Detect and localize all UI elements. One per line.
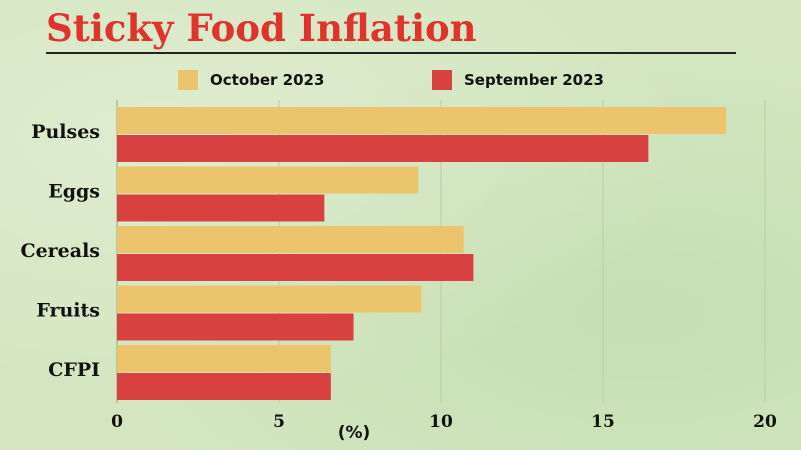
category-label-cereals: Cereals [20,240,100,262]
bar-eggs-september [117,194,325,222]
bar-cereals-october [117,226,464,253]
bar-pulses-september [117,135,649,162]
legend-item-september: September 2023 [432,70,604,90]
category-label-cfpi: CFPI [48,359,100,381]
x-tick-label-10: 10 [429,412,453,432]
legend-item-october: October 2023 [178,70,324,90]
legend-swatch-september [432,70,452,90]
x-axis-label: (%) [338,423,371,443]
x-tick-label-5: 5 [273,412,285,432]
bars [117,107,727,400]
bar-pulses-october [117,107,727,134]
legend-label-october: October 2023 [210,71,325,89]
x-tick-label-20: 20 [753,412,777,432]
category-label-pulses: Pulses [31,121,100,143]
bar-eggs-october [117,166,419,194]
bar-fruits-september [117,313,354,341]
category-label-eggs: Eggs [48,181,100,203]
x-axis-ticks: 0 5 10 15 20 [111,412,777,432]
bar-fruits-october [117,285,422,313]
legend-label-september: September 2023 [464,71,604,89]
bar-cfpi-october [117,345,331,372]
category-labels: Pulses Eggs Cereals Fruits CFPI [20,121,100,381]
x-tick-label-15: 15 [591,412,615,432]
legend-swatch-october [178,70,198,90]
x-tick-label-0: 0 [111,412,123,432]
category-label-fruits: Fruits [36,300,100,322]
bar-cereals-september [117,254,474,281]
bar-cfpi-september [117,373,331,400]
chart-title: Sticky Food Inflation [46,6,477,50]
title-underline [46,52,736,54]
